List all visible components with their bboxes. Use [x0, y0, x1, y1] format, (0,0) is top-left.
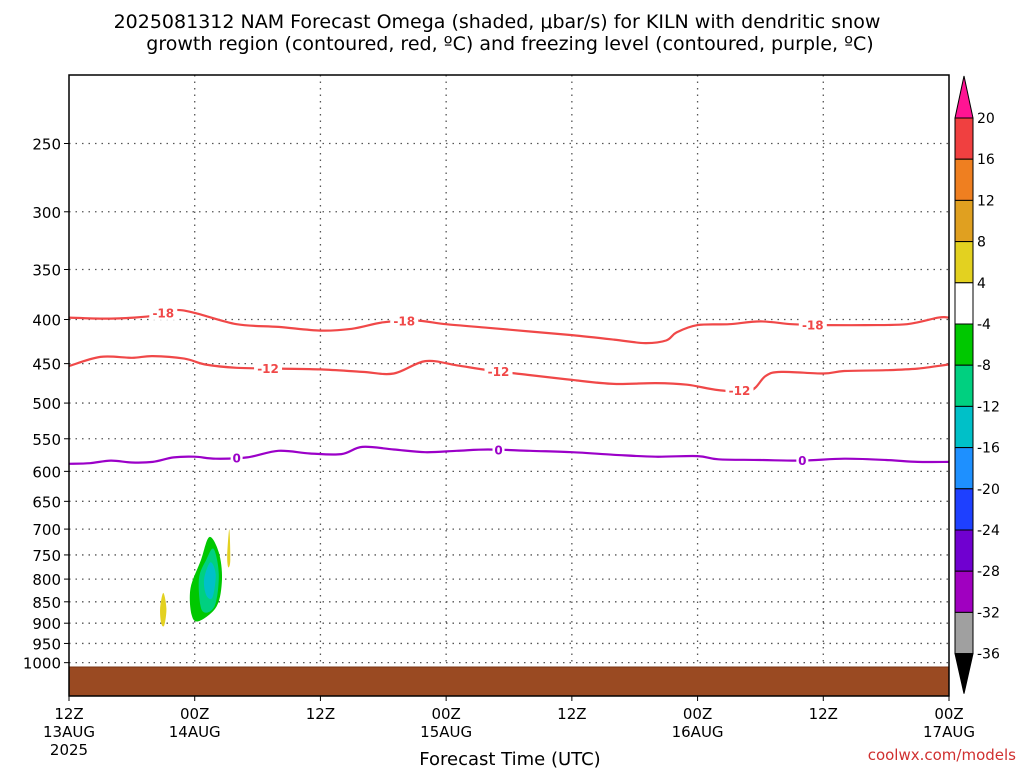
colorbar-label: -8 — [977, 358, 991, 374]
colorbar-label: 12 — [977, 193, 995, 209]
contour-label: -18 — [393, 315, 415, 329]
colorbar-label: 8 — [977, 235, 986, 251]
contour-label: 0 — [232, 451, 240, 465]
colorbar-swatch — [954, 570, 974, 613]
colorbar-swatch — [954, 529, 974, 572]
omega-shaded-region — [160, 592, 167, 627]
colorbar-bottom-arrow — [954, 653, 974, 694]
colorbar-label: 16 — [977, 152, 995, 168]
x-axis-title: Forecast Time (UTC) — [419, 749, 600, 768]
contour-label-bg — [254, 361, 283, 376]
contour-label-bg — [725, 383, 754, 398]
y-tick-label: 850 — [32, 594, 61, 612]
contour-label-bg — [492, 442, 505, 457]
x-tick-label: 14AUG — [169, 723, 221, 741]
y-tick-label: 300 — [32, 204, 61, 222]
y-tick-label: 400 — [32, 312, 61, 330]
omega-shaded-region — [227, 529, 231, 568]
colorbar-swatch — [954, 323, 974, 366]
contour-label-bg — [484, 364, 513, 379]
plot-area: 250 300 350 400 450 500 550 600 650 700 750 800 850 9… — [23, 74, 975, 759]
colorbar-swatch — [954, 199, 974, 243]
colorbar-swatch — [954, 611, 974, 655]
y-tick-label: 350 — [32, 262, 61, 280]
colorbar-swatch — [954, 117, 974, 160]
contour-label: -18 — [152, 306, 174, 320]
y-tick-label: 550 — [32, 431, 61, 449]
colorbar-top-arrow — [954, 75, 974, 119]
x-tick-label: 13AUG — [43, 723, 95, 741]
x-tick-label: 17AUG — [923, 723, 975, 741]
contour-label: -12 — [488, 365, 510, 379]
x-tick-label: 12Z — [809, 705, 838, 723]
omega-shaded-region — [203, 562, 216, 600]
x-tick-label: 12Z — [557, 705, 586, 723]
y-tick-label: 900 — [32, 615, 61, 633]
chart-title-line-2: growth region (contoured, red, ºC) and f… — [146, 33, 873, 55]
colorbar-label: -16 — [977, 441, 1000, 457]
contour-label-bg — [390, 314, 419, 329]
x-tick-label: 16AUG — [672, 723, 724, 741]
y-tick-label: 600 — [32, 463, 61, 481]
contour-label: 0 — [494, 443, 502, 457]
colorbar-label: -36 — [977, 647, 1000, 663]
colorbar-label: 4 — [977, 276, 986, 292]
y-tick-label: 450 — [32, 356, 61, 374]
contour-label-bg — [798, 317, 827, 332]
x-tick-label: 00Z — [180, 705, 209, 723]
credit-text: coolwx.com/models — [868, 746, 1016, 764]
plot-frame — [68, 74, 950, 697]
colorbar-swatch — [954, 282, 974, 325]
contour-label: -18 — [802, 318, 824, 332]
y-tick-label: 800 — [32, 571, 61, 589]
colorbar-swatch — [954, 405, 974, 449]
contour-label: -12 — [729, 384, 751, 398]
colorbar-label: -20 — [977, 482, 1000, 498]
x-tick-label: 00Z — [683, 705, 712, 723]
contour-label-bg — [230, 450, 243, 465]
colorbar-swatch — [954, 447, 974, 490]
x-tick-label: 00Z — [934, 705, 963, 723]
colorbar-swatch — [954, 158, 974, 201]
colorbar-label: -32 — [977, 605, 1000, 621]
colorbar-swatch — [954, 488, 974, 531]
x-tick-label: 12Z — [54, 705, 83, 723]
colorbar-swatch — [954, 364, 974, 407]
x-tick-label: 12Z — [306, 705, 335, 723]
x-tick-label: 15AUG — [420, 723, 472, 741]
y-tick-label: 750 — [32, 547, 61, 565]
y-tick-label: 650 — [32, 493, 61, 511]
x-tick-label: 2025 — [50, 741, 88, 759]
contour-line — [69, 445, 949, 465]
y-tick-label: 700 — [32, 521, 61, 539]
colorbar: 20 16 12 8 4 -4 -8 -12 -16 -20 -24 -28 -32 -36 — [954, 75, 1000, 694]
colorbar-label: -28 — [977, 564, 1000, 580]
contour-label-bg — [149, 305, 178, 320]
surface-fill — [69, 667, 949, 696]
colorbar-label: -24 — [977, 523, 1000, 539]
x-tick-label: 00Z — [431, 705, 460, 723]
contour-label: -12 — [257, 362, 279, 376]
colorbar-swatch — [954, 241, 974, 284]
colorbar-label: 20 — [977, 111, 995, 127]
y-tick-label: 250 — [32, 136, 61, 154]
contour-label-bg — [796, 453, 809, 468]
colorbar-label: -12 — [977, 399, 1000, 415]
y-tick-label: 500 — [32, 395, 61, 413]
contour-label: 0 — [798, 454, 806, 468]
chart-title-line-1: 2025081312 NAM Forecast Omega (shaded, μ… — [114, 11, 881, 33]
y-tick-label: 1000 — [23, 655, 61, 673]
y-tick-label: 950 — [32, 635, 61, 653]
colorbar-label: -4 — [977, 317, 991, 333]
